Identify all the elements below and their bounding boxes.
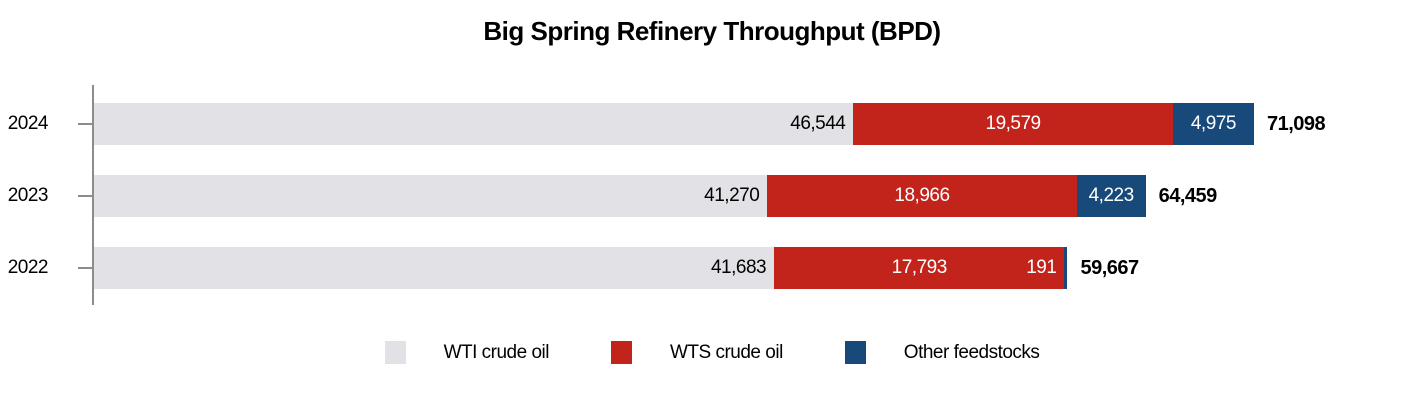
- axis-tick-2023: [78, 195, 93, 197]
- y-axis-line: [92, 85, 94, 305]
- wti-swatch-icon: [384, 341, 406, 364]
- segment-value-label: 17,793: [891, 257, 948, 278]
- bar-row-2024: 2024 46,544 19,579 4,975 71,098: [8, 103, 1326, 145]
- bar-segment-wti: 41,270: [94, 175, 768, 217]
- legend-item-wts: WTS crude oil: [610, 341, 783, 364]
- other-swatch-icon: [844, 341, 866, 364]
- segment-value-label: 41,270: [704, 185, 760, 206]
- legend-item-wti: WTI crude oil: [384, 341, 550, 364]
- bar-segment-wti: 41,683: [94, 247, 775, 289]
- axis-tick-2022: [78, 267, 93, 269]
- y-axis-label-2024: 2024: [7, 113, 49, 134]
- legend-label: WTI crude oil: [443, 341, 550, 363]
- bar-row-2023: 2023 41,270 18,966 4,223 64,459: [8, 175, 1218, 217]
- segment-value-label: 4,223: [1088, 185, 1135, 206]
- y-axis-label-2023: 2023: [7, 185, 49, 206]
- y-axis-label-2022: 2022: [7, 257, 49, 278]
- legend-item-other: Other feedstocks: [844, 341, 1040, 364]
- segment-value-label: 19,579: [985, 113, 1042, 134]
- segment-value-label: 18,966: [894, 185, 950, 206]
- bar-segment-wti: 46,544: [94, 103, 854, 145]
- segment-value-label: 46,544: [790, 113, 846, 134]
- bar-row-2022: 2022 41,683 17,793 191 59,667: [8, 247, 1139, 289]
- bar-total-label: 71,098: [1266, 112, 1326, 135]
- bar-segment-other: 4,975: [1172, 103, 1254, 145]
- segment-value-label: 41,683: [710, 257, 767, 278]
- chart-title: Big Spring Refinery Throughput (BPD): [483, 16, 941, 46]
- legend-label: Other feedstocks: [903, 341, 1040, 363]
- bar-total-label: 59,667: [1080, 256, 1139, 279]
- wts-swatch-icon: [610, 341, 632, 364]
- legend-label: WTS crude oil: [669, 341, 783, 363]
- bar-segment-wts: 19,579: [853, 103, 1173, 145]
- bar-segment-other: 4,223: [1076, 175, 1146, 217]
- bar-segment-wts: 18,966: [767, 175, 1077, 217]
- bar-segment-other: 191: [1026, 247, 1068, 289]
- segment-value-label: 191: [1026, 257, 1057, 278]
- axis-tick-2024: [78, 123, 93, 125]
- legend: WTI crude oil WTS crude oil Other feedst…: [0, 341, 1424, 364]
- bar-total-label: 64,459: [1158, 184, 1218, 207]
- segment-value-label: 4,975: [1190, 113, 1237, 134]
- bar-segment-wts: 17,793: [774, 247, 1065, 289]
